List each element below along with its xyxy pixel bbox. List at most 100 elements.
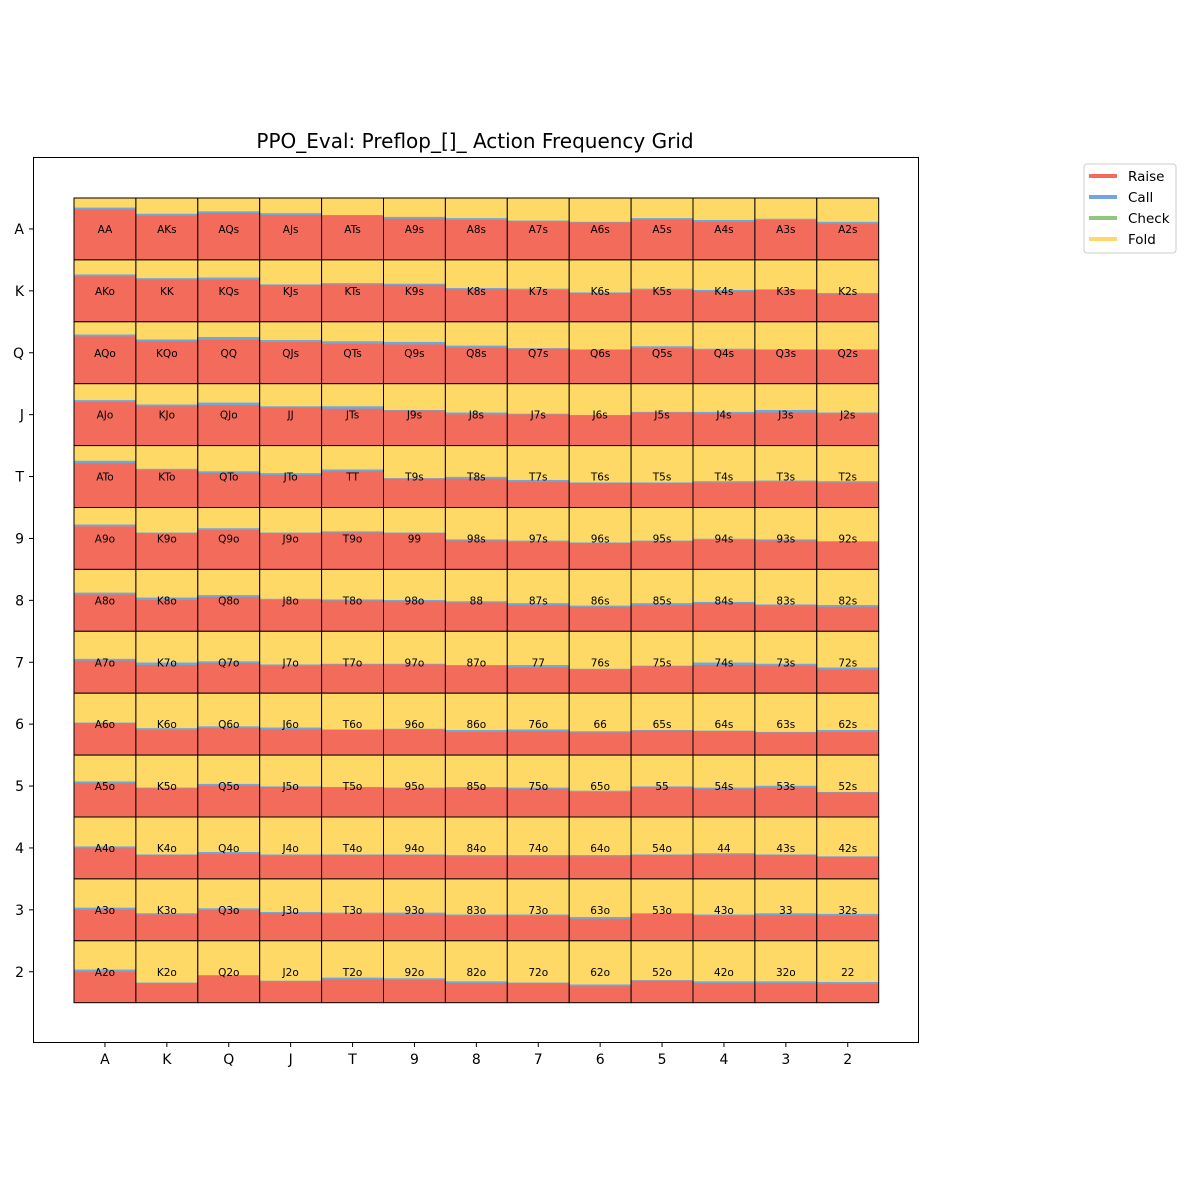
segment-raise	[816, 293, 879, 323]
segment-fold	[321, 755, 384, 787]
segment-raise	[569, 669, 632, 694]
cell-label: Q5o	[218, 781, 239, 793]
cell-86s: 86s	[568, 568, 632, 632]
segment-call	[321, 340, 384, 344]
cell-J8s: J8s	[444, 383, 508, 447]
cell-label: 82o	[466, 967, 486, 979]
segment-fold	[693, 569, 755, 602]
segment-fold	[445, 940, 508, 982]
segment-fold	[507, 445, 570, 480]
legend-item-call: Call	[1089, 190, 1153, 206]
segment-raise	[74, 971, 136, 1003]
segment-raise	[693, 413, 755, 446]
cell-86o: 86o	[444, 692, 508, 756]
segment-call	[754, 854, 817, 856]
segment-call	[569, 790, 632, 792]
segment-raise	[383, 532, 446, 570]
segment-call	[816, 349, 879, 350]
cell-A8s: A8s	[444, 197, 508, 261]
cell-label: 86o	[466, 719, 486, 731]
segment-raise	[507, 667, 570, 694]
cell-98s: 98s	[444, 507, 508, 570]
segment-raise	[754, 787, 817, 818]
cell-label: 54o	[652, 843, 672, 855]
segment-call	[693, 219, 755, 222]
segment-raise	[693, 854, 755, 880]
segment-call	[754, 981, 817, 984]
cell-K6s: K6s	[568, 259, 632, 323]
cell-label: AJs	[283, 224, 299, 236]
segment-raise	[754, 605, 817, 632]
segment-raise	[321, 284, 384, 323]
segment-fold	[445, 755, 508, 787]
cell-label: A6s	[590, 224, 609, 236]
segment-call	[693, 662, 755, 666]
cell-ATo: ATo	[73, 445, 137, 509]
segment-call	[135, 339, 198, 342]
segment-fold	[631, 940, 693, 981]
segment-raise	[197, 212, 260, 261]
cell-label: Q8s	[466, 348, 486, 360]
cell-J8o: J8o	[259, 568, 323, 632]
cell-64o: 64o	[568, 816, 632, 880]
cell-label: J5s	[653, 410, 669, 422]
segment-raise	[569, 415, 632, 446]
cell-T7o: T7o	[321, 630, 385, 694]
cell-label: KJo	[159, 410, 175, 422]
segment-call	[631, 411, 693, 413]
segment-call	[631, 345, 693, 349]
cell-JTs: JTs	[321, 383, 385, 447]
segment-fold	[259, 940, 322, 981]
segment-fold	[631, 507, 693, 541]
segment-raise	[569, 732, 632, 756]
segment-call	[321, 531, 384, 533]
cell-label: A8s	[467, 224, 486, 236]
segment-fold	[693, 198, 755, 220]
segment-fold	[74, 259, 136, 275]
cell-label: QTo	[219, 472, 238, 484]
cell-Q8o: Q8o	[197, 568, 261, 632]
segment-call	[197, 527, 260, 531]
legend-label: Call	[1128, 190, 1153, 206]
y-tick-label: 4	[15, 841, 24, 857]
segment-call	[631, 288, 693, 290]
cell-label: 63o	[590, 905, 610, 917]
segment-fold	[445, 445, 508, 477]
segment-fold	[197, 198, 260, 212]
segment-fold	[631, 321, 693, 347]
segment-call	[445, 217, 508, 220]
cell-label: Q4o	[218, 843, 239, 855]
segment-call	[816, 667, 879, 670]
segment-call	[383, 341, 446, 345]
cell-label: Q2s	[838, 348, 858, 360]
cell-label: 73s	[776, 657, 795, 669]
legend-label: Fold	[1128, 232, 1156, 248]
cell-99: 99	[383, 507, 446, 570]
segment-fold	[259, 631, 322, 665]
segment-fold	[197, 383, 260, 403]
segment-fold	[321, 321, 384, 342]
segment-raise	[383, 664, 446, 694]
segment-fold	[631, 755, 693, 787]
cell-label: J2s	[839, 410, 855, 422]
cell-AKs: AKs	[135, 197, 199, 261]
cell-label: 72o	[528, 967, 548, 979]
cell-label: 84s	[715, 595, 734, 607]
segment-raise	[74, 336, 136, 384]
cell-label: K2s	[838, 286, 857, 298]
segment-call	[74, 399, 136, 402]
segment-raise	[74, 526, 136, 570]
segment-raise	[693, 221, 755, 261]
segment-raise	[197, 909, 260, 942]
cell-Q3s: Q3s	[754, 321, 818, 385]
cell-54o: 54o	[630, 816, 694, 880]
cell-94o: 94o	[383, 816, 446, 880]
cell-label: T9s	[404, 472, 424, 484]
segment-raise	[631, 980, 693, 1003]
segment-call	[754, 349, 817, 350]
segment-raise	[569, 791, 632, 818]
segment-fold	[507, 259, 570, 289]
segment-call	[754, 409, 817, 413]
segment-fold	[569, 878, 632, 917]
segment-fold	[74, 940, 136, 970]
